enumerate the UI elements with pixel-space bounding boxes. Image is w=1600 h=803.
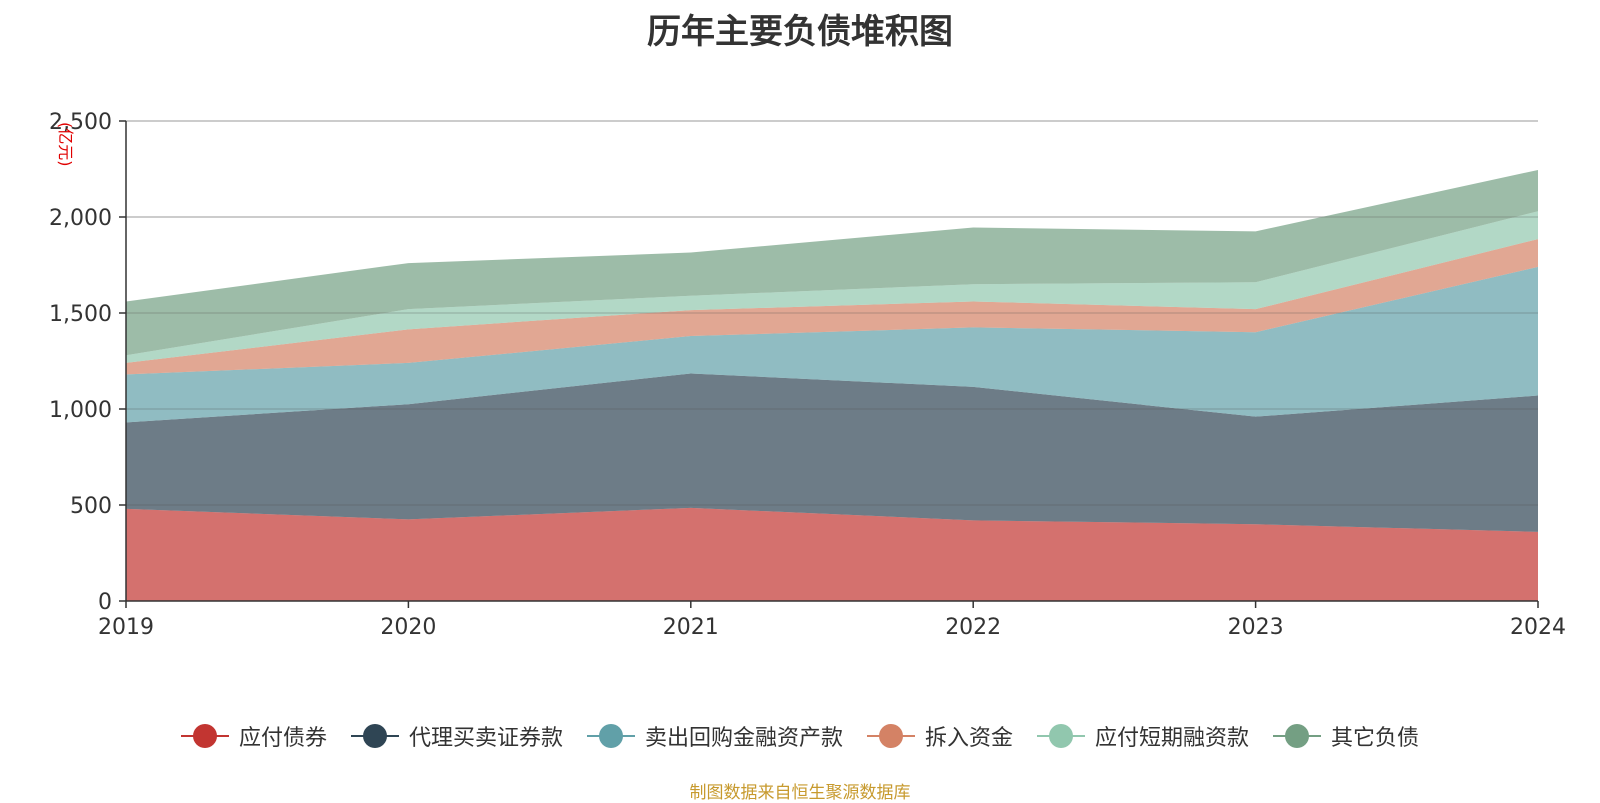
- legend-item-series-0[interactable]: 应付债券: [180, 720, 327, 752]
- legend-marker-icon: [180, 724, 229, 748]
- legend-label: 应付短期融资款: [1095, 726, 1250, 751]
- legend-marker-icon: [1273, 724, 1322, 748]
- legend-item-series-2[interactable]: 卖出回购金融资产款: [586, 720, 843, 752]
- x-tick-label-5: 2024: [1510, 615, 1566, 640]
- y-tick-label-4: 2,000: [49, 206, 112, 231]
- area-series-0: [126, 507, 1538, 601]
- legend-marker-icon: [867, 724, 915, 748]
- y-tick-label-3: 1,500: [49, 302, 112, 327]
- legend: 应付债券 代理买卖证券款 卖出回购金融资产款 拆入资金 应付短期融资款 其它负债: [0, 720, 1600, 752]
- legend-label: 其它负债: [1331, 726, 1420, 751]
- y-tick-label-1: 500: [70, 494, 112, 519]
- legend-item-series-1[interactable]: 代理买卖证券款: [350, 720, 563, 752]
- legend-label: 卖出回购金融资产款: [644, 726, 843, 751]
- x-tick-label-0: 2019: [98, 615, 154, 640]
- area-series-5: [126, 169, 1538, 356]
- legend-label: 拆入资金: [925, 726, 1014, 751]
- x-tick-label-1: 2020: [380, 615, 436, 640]
- legend-item-series-5[interactable]: 其它负债: [1273, 720, 1419, 752]
- legend-marker-icon: [1037, 724, 1086, 748]
- y-unit-label: (亿元): [56, 122, 75, 167]
- legend-label: 代理买卖证券款: [408, 726, 563, 751]
- legend-marker-icon: [586, 724, 635, 748]
- y-tick-label-0: 0: [98, 590, 112, 615]
- y-tick-label-5: 2,500: [49, 110, 112, 135]
- legend-item-series-3[interactable]: 拆入资金: [867, 720, 1013, 752]
- legend-label: 应付债券: [238, 726, 327, 751]
- area-series-2: [126, 266, 1538, 423]
- source-note: 制图数据来自恒生聚源数据库: [689, 783, 911, 803]
- x-tick-label-2: 2021: [663, 615, 719, 640]
- legend-marker-icon: [350, 724, 399, 748]
- x-tick-label-3: 2022: [945, 615, 1001, 640]
- area-series-3: [126, 239, 1538, 375]
- y-tick-label-2: 1,000: [49, 398, 112, 423]
- stacked-area-chart: 0 500 1,000 1,500 2,000 2,500 2019 2020 2021 2022…: [49, 110, 1566, 640]
- area-series-4: [126, 211, 1538, 363]
- chart-title: 历年主要负债堆积图: [647, 12, 953, 52]
- legend-item-series-4[interactable]: 应付短期融资款: [1037, 720, 1249, 752]
- area-series-1: [126, 373, 1538, 532]
- x-tick-label-4: 2023: [1228, 615, 1284, 640]
